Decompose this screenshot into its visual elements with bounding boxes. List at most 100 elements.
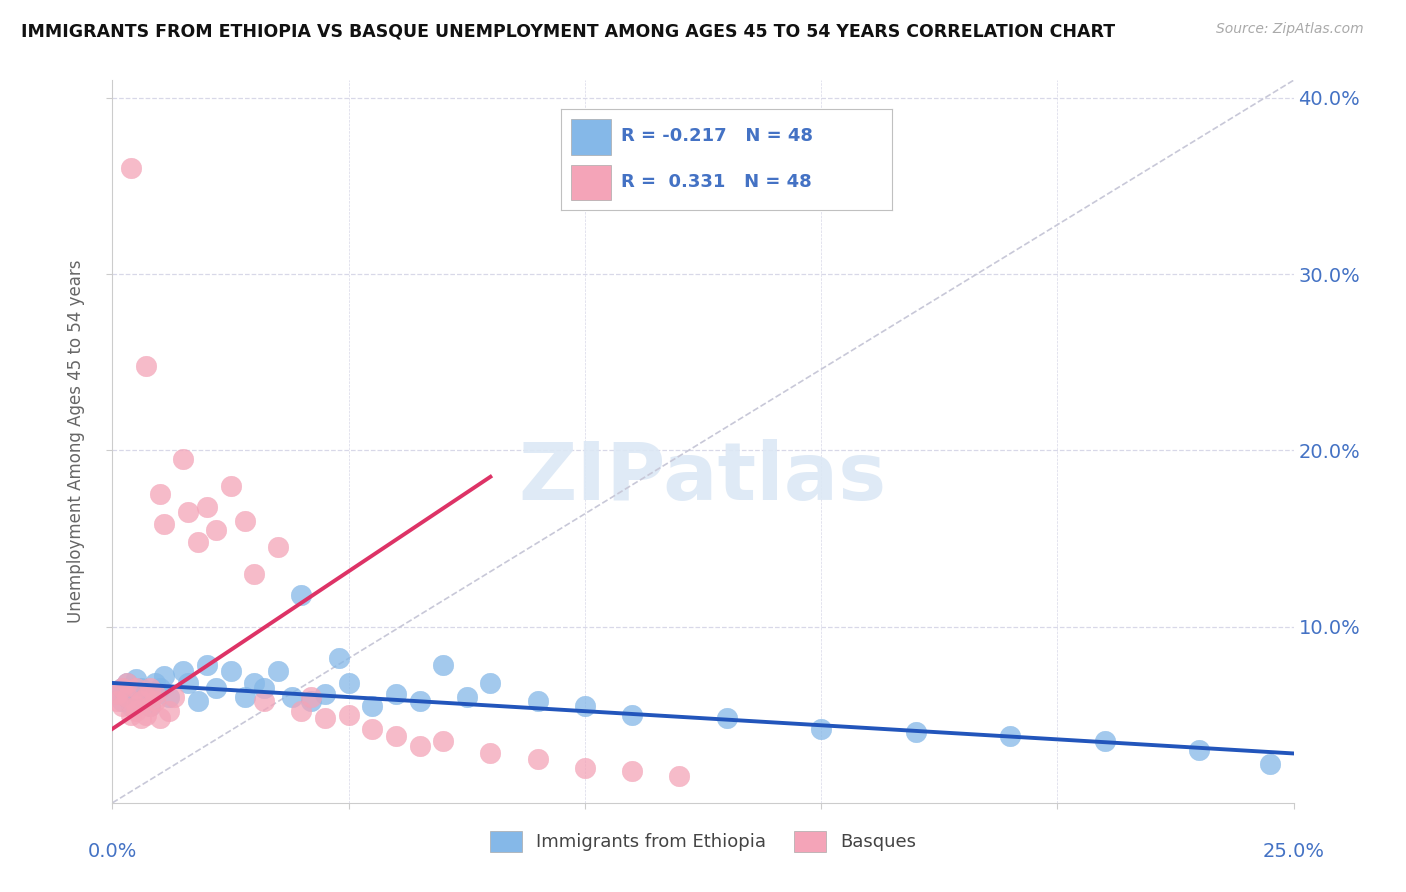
Point — [111, 681, 134, 696]
Point — [186, 535, 208, 549]
Point — [139, 690, 162, 704]
Point — [621, 707, 644, 722]
Point — [337, 707, 360, 722]
Point — [328, 651, 350, 665]
Point — [998, 729, 1021, 743]
Point — [385, 687, 408, 701]
Point — [129, 711, 152, 725]
Point — [115, 690, 138, 704]
Point — [456, 690, 478, 704]
Y-axis label: Unemployment Among Ages 45 to 54 years: Unemployment Among Ages 45 to 54 years — [67, 260, 86, 624]
Point — [219, 664, 242, 678]
Point — [153, 517, 176, 532]
Point — [432, 658, 454, 673]
Point — [135, 690, 157, 704]
Point — [153, 669, 176, 683]
Point — [177, 676, 200, 690]
Point — [574, 760, 596, 774]
Point — [716, 711, 738, 725]
Point — [115, 690, 138, 704]
Point — [186, 693, 208, 707]
Point — [120, 161, 142, 176]
Point — [668, 769, 690, 783]
Point — [105, 687, 128, 701]
Point — [1094, 734, 1116, 748]
Point — [195, 500, 218, 514]
Text: IMMIGRANTS FROM ETHIOPIA VS BASQUE UNEMPLOYMENT AMONG AGES 45 TO 54 YEARS CORREL: IMMIGRANTS FROM ETHIOPIA VS BASQUE UNEMP… — [21, 22, 1115, 40]
Point — [129, 693, 152, 707]
Point — [253, 681, 276, 696]
Legend: Immigrants from Ethiopia, Basques: Immigrants from Ethiopia, Basques — [482, 823, 924, 859]
Point — [299, 690, 322, 704]
Point — [810, 722, 832, 736]
Point — [172, 664, 194, 678]
Point — [125, 698, 148, 713]
Point — [243, 676, 266, 690]
Point — [105, 687, 128, 701]
Point — [526, 752, 548, 766]
Point — [149, 681, 172, 696]
Point — [143, 676, 166, 690]
Point — [408, 739, 430, 754]
Text: 0.0%: 0.0% — [87, 842, 138, 861]
Point — [149, 487, 172, 501]
Point — [143, 687, 166, 701]
Point — [621, 764, 644, 778]
Point — [120, 698, 142, 713]
Point — [139, 681, 162, 696]
Point — [479, 747, 502, 761]
Point — [479, 676, 502, 690]
Point — [408, 693, 430, 707]
Point — [111, 681, 134, 696]
Point — [139, 698, 162, 713]
Point — [290, 704, 312, 718]
Point — [163, 690, 186, 704]
Point — [157, 690, 180, 704]
Point — [125, 673, 148, 687]
Point — [233, 690, 256, 704]
Text: Source: ZipAtlas.com: Source: ZipAtlas.com — [1216, 22, 1364, 37]
Point — [129, 693, 152, 707]
Point — [314, 711, 336, 725]
Point — [125, 704, 148, 718]
Point — [904, 725, 927, 739]
Point — [253, 693, 276, 707]
Point — [267, 664, 290, 678]
Point — [281, 690, 304, 704]
Point — [361, 722, 384, 736]
Point — [143, 693, 166, 707]
Point — [1188, 743, 1211, 757]
Point — [177, 505, 200, 519]
Point — [105, 693, 128, 707]
Point — [314, 687, 336, 701]
Point — [135, 359, 157, 373]
Point — [172, 452, 194, 467]
Point — [205, 681, 228, 696]
Point — [135, 707, 157, 722]
Point — [385, 729, 408, 743]
Point — [157, 704, 180, 718]
Point — [219, 478, 242, 492]
Point — [290, 588, 312, 602]
Point — [233, 514, 256, 528]
Point — [125, 681, 148, 696]
Point — [149, 711, 172, 725]
Point — [129, 681, 152, 696]
Point — [111, 698, 134, 713]
Point — [267, 541, 290, 555]
Point — [111, 693, 134, 707]
Point — [337, 676, 360, 690]
Text: 25.0%: 25.0% — [1263, 842, 1324, 861]
Text: ZIPatlas: ZIPatlas — [519, 439, 887, 516]
Point — [299, 693, 322, 707]
Point — [135, 685, 157, 699]
Point — [195, 658, 218, 673]
Point — [432, 734, 454, 748]
Point — [120, 707, 142, 722]
Point — [115, 676, 138, 690]
Point — [115, 676, 138, 690]
Point — [574, 698, 596, 713]
Point — [205, 523, 228, 537]
Point — [526, 693, 548, 707]
Point — [139, 698, 162, 713]
